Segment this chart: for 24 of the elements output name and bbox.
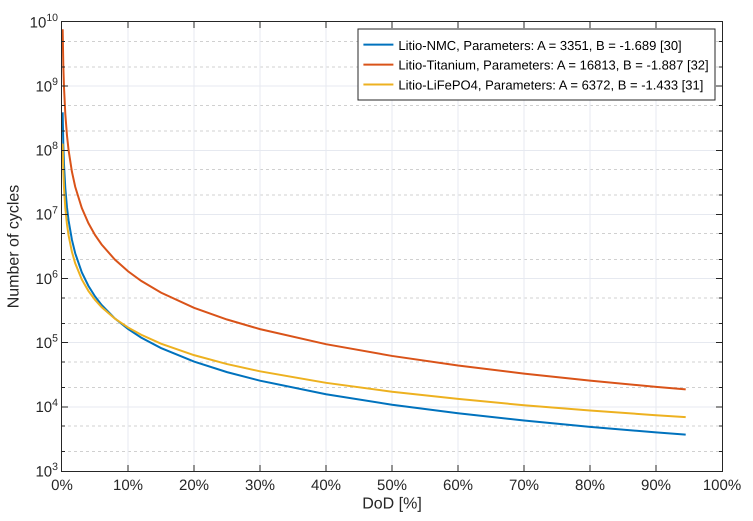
- y-tick-label: 10$^{9}$: [35, 76, 58, 96]
- y-tick-label: 10$^{5}$: [35, 332, 58, 352]
- x-tick-label: 40%: [310, 477, 342, 494]
- y-tick-label: 10$^{8}$: [35, 140, 58, 160]
- y-tick-label: 10$^{4}$: [35, 396, 58, 416]
- x-tick-label: 10%: [112, 477, 144, 494]
- legend-label: Litio-LiFePO4, Parameters: A = 6372, B = -1.433 [31]: [398, 78, 704, 93]
- line-series: [62, 111, 687, 436]
- x-tick-label: 20%: [178, 477, 210, 494]
- x-tick-label: 30%: [244, 477, 276, 494]
- x-tick-label: 90%: [640, 477, 672, 494]
- x-tick-label: 70%: [508, 477, 540, 494]
- line-series: [62, 142, 687, 418]
- legend-label: Litio-Titanium, Parameters: A = 16813, B = -1.887 [32]: [398, 58, 709, 73]
- x-tick-label: 80%: [574, 477, 606, 494]
- y-tick-label: 10$^{6}$: [35, 268, 58, 288]
- y-tick-label: 10$^{7}$: [35, 204, 58, 224]
- y-axis-title: Number of cycles: [6, 184, 23, 308]
- x-tick-label: 100%: [702, 477, 742, 494]
- x-tick-label: 60%: [442, 477, 474, 494]
- legend-label: Litio-NMC, Parameters: A = 3351, B = -1.689 [30]: [398, 38, 682, 53]
- x-tick-label: 50%: [376, 477, 408, 494]
- y-tick-label: 10$^{10}$: [30, 12, 58, 32]
- x-axis-title: DoD [%]: [362, 496, 422, 513]
